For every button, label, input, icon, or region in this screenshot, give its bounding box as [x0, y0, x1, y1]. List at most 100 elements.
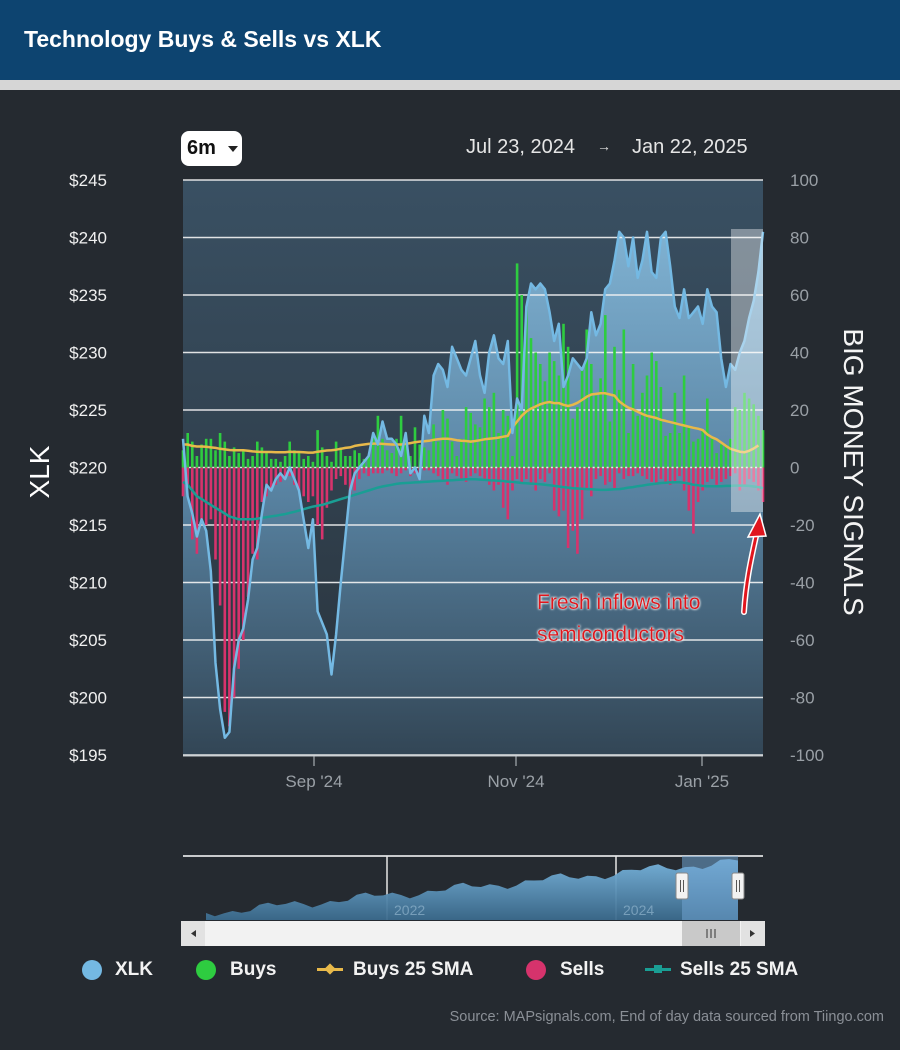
buys-bar — [761, 430, 765, 468]
sells-bar — [715, 467, 718, 485]
buys-bar — [260, 447, 264, 468]
buys-bar — [367, 456, 370, 468]
buys-bar — [228, 456, 231, 468]
sells-bar — [617, 467, 621, 474]
legend-label: Sells 25 SMA — [680, 959, 799, 980]
sells-bar — [214, 467, 217, 560]
navigator-handle[interactable] — [675, 872, 689, 900]
buys-bar — [464, 407, 468, 468]
sells-bar — [552, 467, 556, 511]
y-right-tick-label: -60 — [790, 631, 815, 650]
buys-bar — [715, 453, 718, 468]
sells-bar — [747, 467, 751, 479]
sells-bar — [752, 467, 755, 482]
buys-bar — [678, 433, 681, 468]
sells-bar — [655, 467, 658, 485]
sells-bar — [334, 467, 338, 479]
square-icon — [654, 965, 662, 973]
sells-bar — [576, 467, 579, 554]
sells-bar — [446, 467, 449, 485]
sells-bar — [761, 467, 765, 502]
buys-bar — [525, 306, 528, 468]
buys-bar — [316, 430, 319, 468]
y-right-tick-label: -20 — [790, 516, 815, 535]
sells-bar — [668, 467, 672, 485]
buys-bar — [501, 410, 505, 468]
y-left-tick-label: $220 — [69, 459, 107, 478]
range-dropdown[interactable]: 6m — [181, 131, 242, 166]
buys-bar — [334, 441, 338, 468]
sells-bar — [673, 467, 677, 482]
sells-bar — [557, 467, 561, 517]
sells-bar — [242, 467, 245, 640]
sells-dot-icon — [526, 960, 546, 980]
buys-bar — [743, 392, 746, 468]
buys-bar — [446, 418, 449, 468]
buys-bar — [631, 364, 635, 468]
y-left-tick-label: $200 — [69, 689, 107, 708]
buys-bar — [594, 395, 598, 468]
sells-bar — [358, 467, 361, 479]
y-right-axis-title: BIG MONEY SIGNALS — [838, 328, 869, 615]
buys-bar — [372, 433, 375, 468]
y-right-tick-label: 100 — [790, 171, 818, 190]
sells-bar — [599, 467, 602, 477]
arrow-up-icon — [746, 511, 767, 538]
sells-bar — [548, 467, 551, 474]
sells-bar — [297, 467, 301, 491]
sells-bar — [515, 467, 519, 479]
sells-bar — [390, 467, 394, 474]
buys-bar — [288, 441, 291, 468]
buys-bar — [181, 450, 185, 468]
sells-bar — [423, 467, 426, 471]
axes: $245 $240 $235 $230 $225 $220 $215 $210 $205 $200… — [24, 171, 869, 791]
buys-bar — [344, 456, 347, 468]
sells-bar — [232, 467, 236, 698]
buys-bar — [733, 407, 737, 468]
buys-bar — [752, 404, 755, 468]
series-lines — [181, 230, 765, 740]
highlight-box — [731, 229, 763, 512]
y-left-tick-label: $205 — [69, 631, 107, 650]
buys-bar — [460, 438, 463, 468]
sells-bar — [269, 467, 273, 491]
buys-bar — [353, 450, 356, 468]
date-start[interactable]: Jul 23, 2024 — [466, 136, 575, 158]
buys-bar — [450, 441, 454, 468]
sells-bar — [427, 467, 431, 471]
date-end[interactable]: Jan 22, 2025 — [632, 136, 748, 158]
buys-bar — [432, 424, 435, 468]
sells-bar — [488, 467, 491, 485]
sells-bar — [687, 467, 691, 511]
buys-bar — [200, 444, 203, 468]
buys-bar — [613, 346, 616, 468]
header-bar: Technology Buys & Sells vs XLK — [0, 0, 900, 80]
legend-label: Sells — [560, 959, 605, 980]
sells-bar — [627, 467, 630, 477]
navigator-scrollbar[interactable] — [181, 921, 765, 946]
buys-bar — [409, 456, 412, 468]
xlk-line — [181, 230, 765, 740]
sells-bar — [237, 467, 240, 669]
sells-bar — [571, 467, 575, 531]
sells-bar — [302, 467, 305, 497]
navigator-selection — [682, 856, 738, 920]
buys-bar — [237, 453, 240, 468]
legend-label: Buys — [230, 959, 277, 980]
navigator[interactable]: 2022 2024 — [181, 855, 765, 946]
buys-bar — [256, 441, 259, 468]
sells-bar — [228, 467, 231, 727]
diamond-icon — [324, 963, 336, 975]
buys-bar — [622, 329, 626, 468]
sells-bar — [608, 467, 612, 482]
buys-bar — [330, 461, 333, 468]
buys-bar — [534, 352, 537, 468]
buys-bar — [385, 450, 389, 468]
y-right-tick-label: -40 — [790, 574, 815, 593]
buys-bar — [580, 366, 584, 468]
navigator-handle[interactable] — [731, 872, 745, 900]
buys-bar — [381, 438, 384, 468]
handle-body — [731, 872, 745, 900]
arrow-right-icon: → — [597, 138, 611, 154]
sells-bar — [645, 467, 649, 479]
